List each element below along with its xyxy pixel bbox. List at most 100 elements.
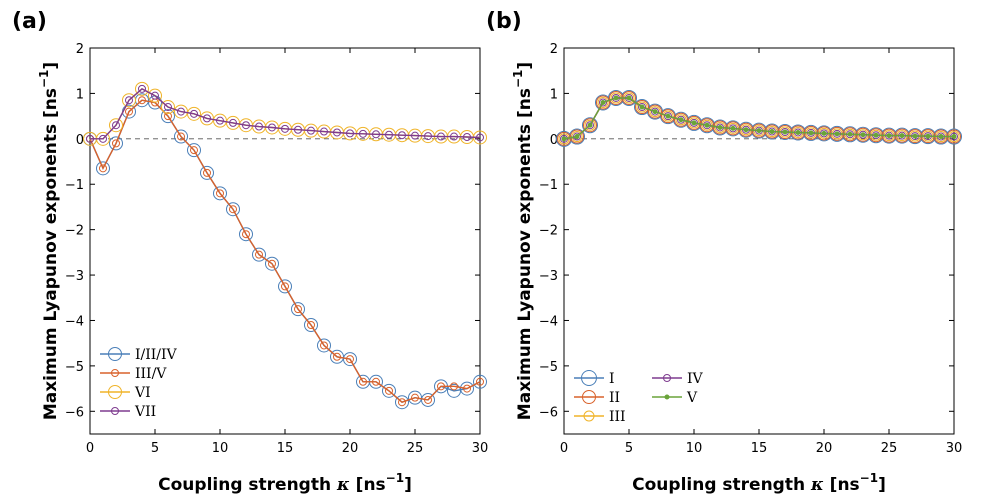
y-tick-label: −2 [539,224,558,239]
data-point-III/V [294,305,302,314]
y-tick-label: −4 [65,314,84,329]
data-point-VII [359,129,367,138]
y-tick-label: 0 [550,133,558,148]
data-point-V [769,129,775,135]
y-axis-label-unit-exponent: −1 [37,70,51,88]
data-point-III/V [411,393,419,402]
panel-b: (b) 0 5 10 15 20 25 30 −6 −5 −4 −3 −2 −1 0 1 2 Coupling s… [486,9,962,495]
data-point-III/V [177,132,185,141]
data-point-IV [664,112,672,121]
data-point-I/II/IV [460,381,474,396]
data-point-V [626,95,632,101]
data-point-VI [187,106,201,121]
legend-marker [111,407,119,415]
data-point-I/II/IV [343,352,357,367]
data-point-VII [333,128,341,137]
legend: I/II/IV III/V VI VII [100,347,178,420]
legend-item: VI [100,385,151,401]
data-point-III/V [463,384,471,393]
data-point-I [556,130,572,147]
data-point-I/II/IV [96,161,110,176]
legend-item: III [574,409,626,425]
x-axis-label: Coupling strength κ [ns−1] [158,471,412,495]
x-axis-label-text: Coupling strength [632,475,805,495]
data-point-III/V [320,341,328,350]
data-point-IV [638,103,646,112]
data-point-III/V [164,112,172,121]
legend-item: I/II/IV [100,347,178,363]
data-point-I [699,117,715,134]
data-point-VII [281,124,289,133]
data-point-I [569,128,585,145]
data-point-VII [151,91,159,100]
data-point-VII [99,134,107,143]
data-point-V [808,130,814,136]
panel-label: (a) [12,9,47,34]
x-axis-label-unit-close: ] [404,475,412,495]
x-tick-label: 25 [407,441,424,456]
data-point-V [717,124,723,130]
legend-marker [108,347,122,361]
x-tick-label: 15 [277,441,294,456]
data-point-III [558,133,570,145]
data-point-I/II/IV [382,383,396,398]
data-point-VII [411,131,419,140]
data-point-V [795,129,801,135]
data-point-III/V [203,168,211,177]
legend-label: V [686,390,698,406]
x-tick-label: 30 [946,441,963,456]
data-point-VI [135,81,149,96]
legend-marker [111,369,119,377]
x-tick-label: 25 [881,441,898,456]
data-point-I/II/IV [226,202,240,217]
data-point-III/V [268,259,276,268]
x-tick-label: 30 [472,441,489,456]
data-point-III/V [333,352,341,361]
data-point-I/II/IV [291,302,305,317]
legend-label: III/V [135,366,167,382]
y-axis-label-text: Maximum Lyapunov exponents [41,124,61,420]
y-axis-label-unit: [ns [41,88,61,118]
data-point-V [743,127,749,133]
legend-item: VII [100,404,156,420]
legend-item: I [574,370,615,387]
data-point-III [688,117,700,129]
data-point-IV [677,115,685,124]
data-point-V [912,133,918,139]
y-tick-label: −6 [539,405,558,420]
data-point-VII [320,127,328,136]
data-point-V [613,95,619,101]
data-point-I [582,117,598,134]
x-axis-label-text: Coupling strength [158,475,331,495]
data-point-VII [138,84,146,93]
legend-marker [664,394,670,400]
data-point-III/V [437,382,445,391]
data-point-VII [216,116,224,125]
data-point-VII [307,126,315,135]
data-point-III/V [242,230,250,239]
y-tick-label: −4 [539,314,558,329]
data-point-II [648,104,662,119]
data-point-V [782,129,788,135]
data-point-III/V [190,146,198,155]
x-tick-label: 5 [151,441,159,456]
data-point-V [561,136,567,142]
y-axis-label-text: Maximum Lyapunov exponents [515,124,535,420]
data-point-VII [372,130,380,139]
x-axis-label-unit: [ns [830,475,860,495]
data-point-V [691,120,697,126]
x-axis-label-unit-close: ] [878,475,886,495]
panel-label: (b) [486,9,522,34]
legend-label: I/II/IV [135,347,178,363]
data-point-I/II/IV [421,392,435,407]
y-tick-label: 1 [550,87,558,102]
legend-item: III/V [100,366,167,382]
data-point-V [834,131,840,137]
data-point-I/II/IV [252,247,266,262]
legend-label: II [609,390,620,406]
data-point-VII [112,121,120,130]
y-tick-label: −5 [65,360,84,375]
plot-frame [563,47,955,435]
y-axis-label: Maximum Lyapunov exponents [ns−1] [37,62,61,420]
data-point-V [899,133,905,139]
